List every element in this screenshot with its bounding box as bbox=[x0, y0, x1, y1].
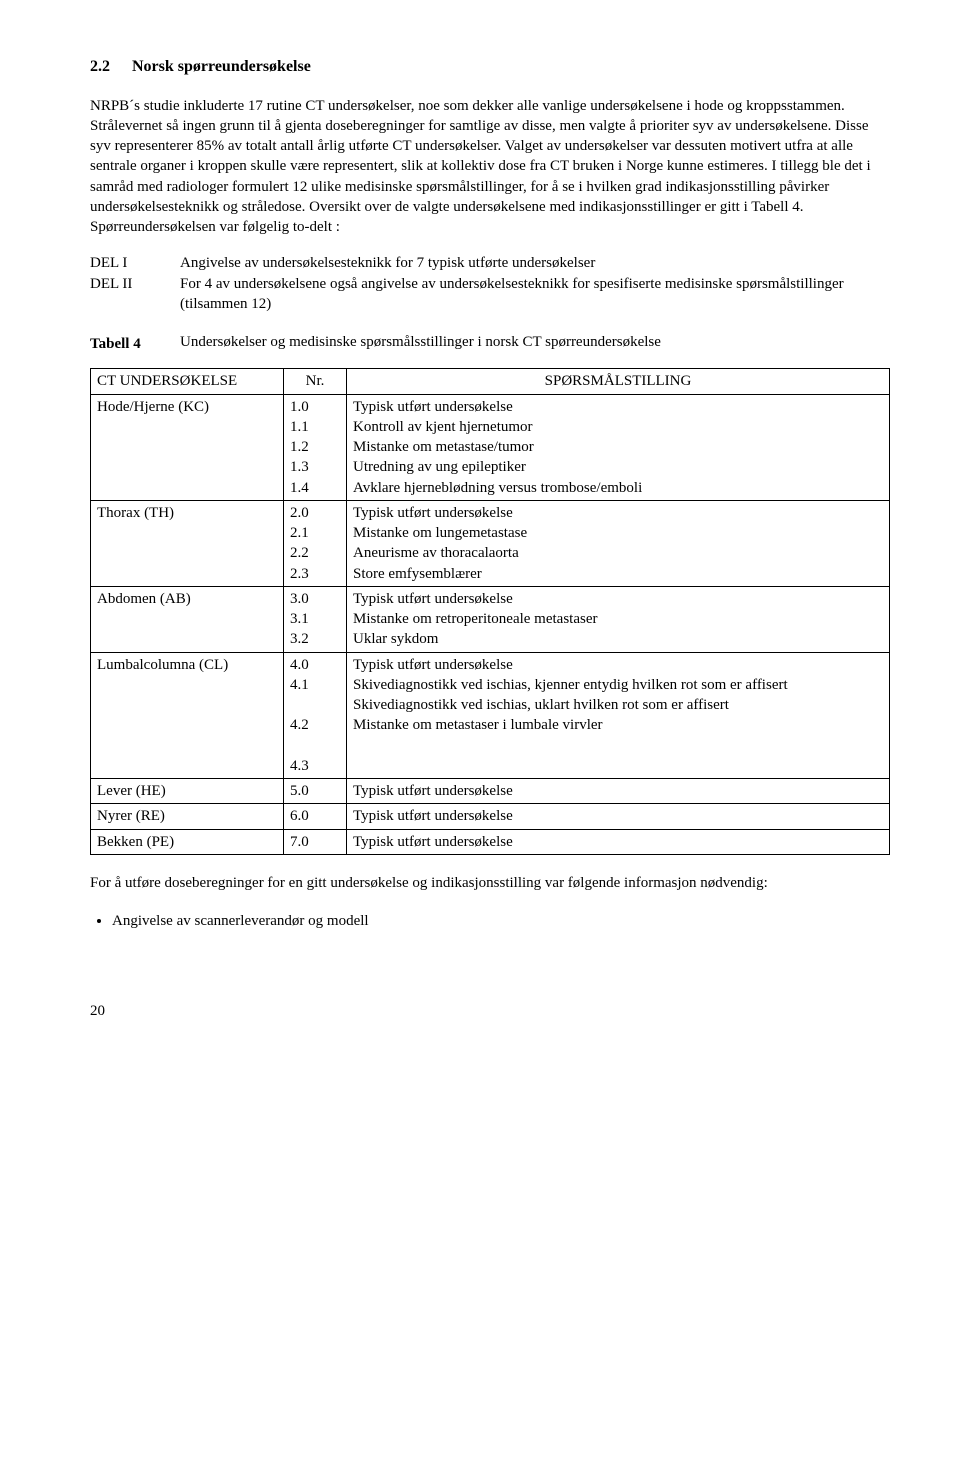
paragraph-following: For å utføre doseberegninger for en gitt… bbox=[90, 873, 890, 893]
del-label: DEL II bbox=[90, 274, 180, 315]
table-cell: 4.0 4.1 4.2 4.3 bbox=[284, 652, 347, 779]
table-row: Lumbalcolumna (CL) 4.0 4.1 4.2 4.3 Typis… bbox=[91, 652, 890, 779]
table-cell: Typisk utført undersøkelse Kontroll av k… bbox=[347, 394, 890, 500]
table-row: Nyrer (RE) 6.0 Typisk utført undersøkels… bbox=[91, 804, 890, 829]
table-row: Thorax (TH) 2.0 2.1 2.2 2.3 Typisk utfør… bbox=[91, 500, 890, 586]
table-cell: Typisk utført undersøkelse bbox=[347, 804, 890, 829]
table-cell: Abdomen (AB) bbox=[91, 586, 284, 652]
table-row: Lever (HE) 5.0 Typisk utført undersøkels… bbox=[91, 779, 890, 804]
del-text: For 4 av undersøkelsene også angivelse a… bbox=[180, 274, 890, 315]
table-cell: Lever (HE) bbox=[91, 779, 284, 804]
table-cell: Typisk utført undersøkelse Mistanke om l… bbox=[347, 500, 890, 586]
table-row: Hode/Hjerne (KC) 1.0 1.1 1.2 1.3 1.4 Typ… bbox=[91, 394, 890, 500]
table-cell: Typisk utført undersøkelse Skivediagnost… bbox=[347, 652, 890, 779]
paragraph-intro: NRPB´s studie inkluderte 17 rutine CT un… bbox=[90, 96, 890, 238]
table-cell: Nyrer (RE) bbox=[91, 804, 284, 829]
table-cell: Lumbalcolumna (CL) bbox=[91, 652, 284, 779]
table-header: Nr. bbox=[284, 369, 347, 394]
table-cell: Typisk utført undersøkelse Mistanke om r… bbox=[347, 586, 890, 652]
table-cell: Typisk utført undersøkelse bbox=[347, 829, 890, 854]
table-cell: 5.0 bbox=[284, 779, 347, 804]
table-4: CT UNDERSØKELSE Nr. SPØRSMÅLSTILLING Hod… bbox=[90, 368, 890, 855]
table-cell: 1.0 1.1 1.2 1.3 1.4 bbox=[284, 394, 347, 500]
section-number: 2.2 bbox=[90, 56, 132, 78]
table-cell: 3.0 3.1 3.2 bbox=[284, 586, 347, 652]
del-label: DEL I bbox=[90, 253, 180, 273]
table-caption-row: Tabell 4 Undersøkelser og medisinske spø… bbox=[90, 332, 890, 354]
table-label: Tabell 4 bbox=[90, 332, 180, 354]
list-item: Angivelse av scannerleverandør og modell bbox=[112, 911, 890, 931]
section-heading: 2.2Norsk spørreundersøkelse bbox=[90, 56, 890, 78]
table-cell: Thorax (TH) bbox=[91, 500, 284, 586]
table-row: Abdomen (AB) 3.0 3.1 3.2 Typisk utført u… bbox=[91, 586, 890, 652]
del-list: DEL I Angivelse av undersøkelsesteknikk … bbox=[90, 253, 890, 314]
table-row: Bekken (PE) 7.0 Typisk utført undersøkel… bbox=[91, 829, 890, 854]
del-text: Angivelse av undersøkelsesteknikk for 7 … bbox=[180, 253, 890, 273]
table-cell: Hode/Hjerne (KC) bbox=[91, 394, 284, 500]
table-cell: 7.0 bbox=[284, 829, 347, 854]
table-header-row: CT UNDERSØKELSE Nr. SPØRSMÅLSTILLING bbox=[91, 369, 890, 394]
section-title: Norsk spørreundersøkelse bbox=[132, 58, 311, 75]
table-cell: Typisk utført undersøkelse bbox=[347, 779, 890, 804]
del-row: DEL II For 4 av undersøkelsene også angi… bbox=[90, 274, 890, 315]
bullet-list: Angivelse av scannerleverandør og modell bbox=[90, 911, 890, 931]
del-row: DEL I Angivelse av undersøkelsesteknikk … bbox=[90, 253, 890, 273]
table-cell: 2.0 2.1 2.2 2.3 bbox=[284, 500, 347, 586]
table-cell: Bekken (PE) bbox=[91, 829, 284, 854]
table-header: CT UNDERSØKELSE bbox=[91, 369, 284, 394]
page-number: 20 bbox=[90, 1001, 890, 1021]
table-cell: 6.0 bbox=[284, 804, 347, 829]
table-header: SPØRSMÅLSTILLING bbox=[347, 369, 890, 394]
table-caption: Undersøkelser og medisinske spørsmålssti… bbox=[180, 332, 890, 354]
